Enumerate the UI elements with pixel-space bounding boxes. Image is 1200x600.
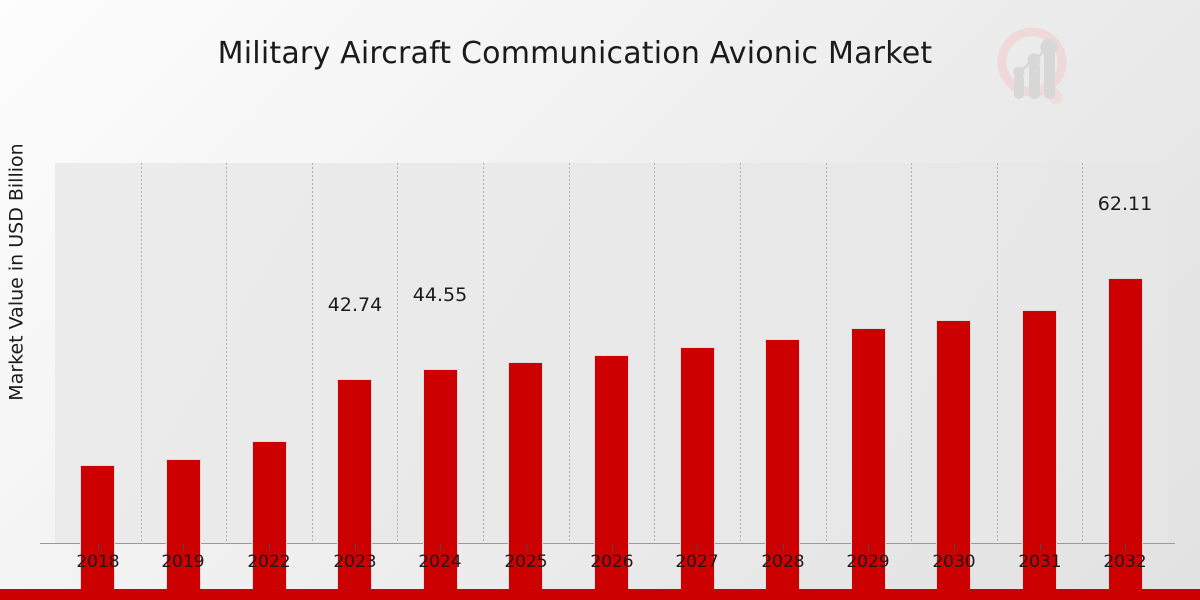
x-tick-2028 [783,544,784,551]
x-tick-2029 [868,544,869,551]
bar-2018[interactable] [80,465,115,600]
bar-2031[interactable] [1022,310,1057,600]
bar-2029[interactable] [851,328,886,600]
gridline-vertical [826,163,827,543]
x-tick-label-2030: 2030 [932,552,976,572]
x-tick-2024 [440,544,441,551]
x-tick-label-2018: 2018 [76,552,120,572]
gridline-vertical [141,163,142,543]
x-tick-label-2028: 2028 [761,552,805,572]
bar-value-label-2024: 44.55 [412,284,468,306]
gridline-vertical [911,163,912,543]
bar-2022[interactable] [252,441,287,600]
bar-2024[interactable] [423,369,458,600]
page-title: Military Aircraft Communication Avionic … [217,36,933,71]
footer-accent-bar [0,589,1200,600]
x-tick-2031 [1040,544,1041,551]
x-tick-label-2027: 2027 [675,552,719,572]
bar-2026[interactable] [594,355,629,600]
x-tick-2018 [98,544,99,551]
bar-value-label-2032: 62.11 [1097,193,1153,215]
gridline-vertical [740,163,741,543]
gridline-vertical [483,163,484,543]
bar-2019[interactable] [166,459,201,600]
bar-value-label-2023: 42.74 [327,294,383,316]
x-tick-label-2019: 2019 [161,552,205,572]
x-tick-2023 [355,544,356,551]
x-tick-2030 [954,544,955,551]
gridline-vertical [654,163,655,543]
x-tick-2025 [526,544,527,551]
x-tick-2019 [183,544,184,551]
x-tick-label-2031: 2031 [1018,552,1062,572]
x-tick-label-2032: 2032 [1103,552,1147,572]
x-tick-label-2026: 2026 [590,552,634,572]
gridline-vertical [1082,163,1083,543]
x-tick-label-2024: 2024 [418,552,462,572]
x-tick-label-2023: 2023 [333,552,377,572]
x-tick-label-2025: 2025 [504,552,548,572]
y-axis-title: Market Value in USD Billion [0,0,34,543]
x-tick-2027 [697,544,698,551]
bar-2028[interactable] [765,339,800,600]
bar-2023[interactable] [337,379,372,600]
magnifier-bar-chart-logo-icon [985,22,1085,117]
gridline-vertical [997,163,998,543]
y-axis-title-label: Market Value in USD Billion [6,142,29,401]
x-tick-2026 [612,544,613,551]
bar-2027[interactable] [680,347,715,600]
bar-2025[interactable] [508,362,543,600]
gridline-vertical [312,163,313,543]
x-tick-label-2029: 2029 [846,552,890,572]
bar-chart-icon [1013,38,1058,99]
gridline-vertical [397,163,398,543]
gridline-vertical [569,163,570,543]
bar-2030[interactable] [936,320,971,600]
x-tick-label-2022: 2022 [247,552,291,572]
gridline-vertical [226,163,227,543]
x-tick-2032 [1125,544,1126,551]
x-tick-2022 [269,544,270,551]
